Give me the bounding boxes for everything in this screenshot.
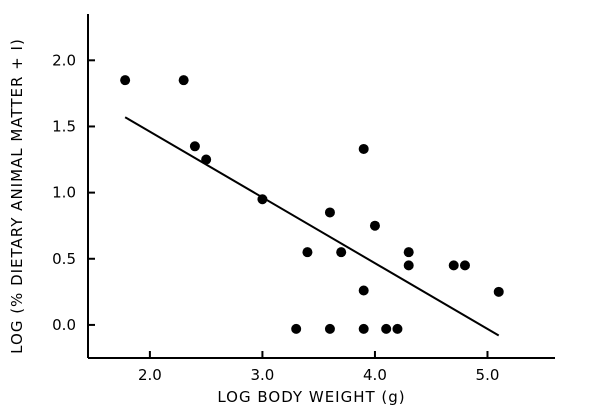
x-tick-label: 4.0 xyxy=(363,366,387,384)
data-point xyxy=(201,154,212,165)
data-point xyxy=(324,323,335,334)
x-tick-label: 5.0 xyxy=(476,366,500,384)
y-tick-label: 2.0 xyxy=(52,51,76,69)
data-points xyxy=(120,75,504,334)
data-point xyxy=(358,323,369,334)
data-point xyxy=(120,75,131,86)
data-point xyxy=(189,141,200,152)
data-point xyxy=(403,247,414,258)
x-axis-title: LOG BODY WEIGHT (g) xyxy=(217,388,405,406)
data-point xyxy=(493,286,504,297)
data-point xyxy=(257,194,268,205)
regression-line xyxy=(124,116,500,337)
data-point xyxy=(459,260,470,271)
axes xyxy=(87,14,555,359)
x-tick-label: 2.0 xyxy=(138,366,162,384)
data-point xyxy=(369,220,380,231)
data-point xyxy=(358,143,369,154)
data-point xyxy=(291,323,302,334)
y-tick-label: 0.0 xyxy=(52,316,76,334)
ticks: 2.0 3.0 4.0 5.0 0.0 0.5 1.0 1.5 2.0 xyxy=(52,51,499,384)
data-point xyxy=(448,260,459,271)
y-axis-title: LOG (% DIETARY ANIMAL MATTER + I) xyxy=(8,38,26,354)
data-point xyxy=(336,247,347,258)
data-point xyxy=(302,247,313,258)
y-tick-label: 1.0 xyxy=(52,184,76,202)
data-point xyxy=(381,323,392,334)
data-point xyxy=(392,323,403,334)
x-tick-label: 3.0 xyxy=(250,366,274,384)
data-point xyxy=(178,75,189,86)
y-tick-label: 1.5 xyxy=(52,117,76,135)
y-tick-label: 0.5 xyxy=(52,250,76,268)
trend-line-group xyxy=(124,116,500,337)
data-point xyxy=(403,260,414,271)
data-point xyxy=(358,285,369,296)
data-point xyxy=(324,207,335,218)
